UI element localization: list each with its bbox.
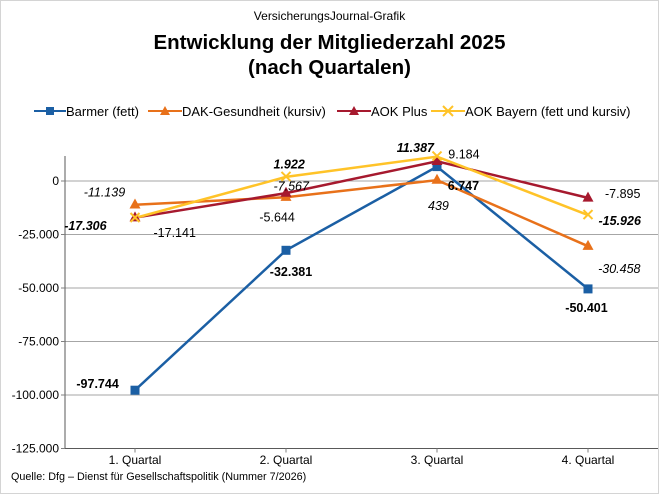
svg-text:-11.139: -11.139	[84, 185, 126, 199]
svg-text:-50.401: -50.401	[565, 301, 607, 315]
svg-text:-75.000: -75.000	[18, 335, 59, 349]
svg-text:-7.895: -7.895	[605, 187, 640, 201]
svg-text:6.747: 6.747	[448, 179, 479, 193]
svg-text:4. Quartal: 4. Quartal	[562, 453, 615, 467]
svg-text:2. Quartal: 2. Quartal	[260, 453, 313, 467]
svg-text:-7.567: -7.567	[274, 180, 310, 194]
svg-text:-25.000: -25.000	[18, 228, 59, 242]
svg-text:-50.000: -50.000	[18, 281, 59, 295]
svg-text:-32.381: -32.381	[270, 265, 312, 279]
svg-text:3. Quartal: 3. Quartal	[411, 453, 464, 467]
svg-text:439: 439	[428, 199, 449, 213]
svg-text:-17.306: -17.306	[64, 219, 107, 233]
svg-text:-97.744: -97.744	[76, 377, 118, 391]
svg-text:-100.000: -100.000	[12, 388, 60, 402]
svg-text:-30.458: -30.458	[598, 262, 640, 276]
svg-text:11.387: 11.387	[397, 141, 435, 155]
svg-text:0: 0	[52, 174, 59, 188]
svg-text:1. Quartal: 1. Quartal	[109, 453, 162, 467]
svg-text:-17.141: -17.141	[154, 226, 196, 240]
svg-text:1.922: 1.922	[274, 157, 305, 171]
svg-text:9.184: 9.184	[448, 147, 479, 161]
svg-text:-125.000: -125.000	[12, 442, 60, 456]
svg-text:-15.926: -15.926	[599, 214, 642, 228]
svg-text:-5.644: -5.644	[259, 211, 294, 225]
